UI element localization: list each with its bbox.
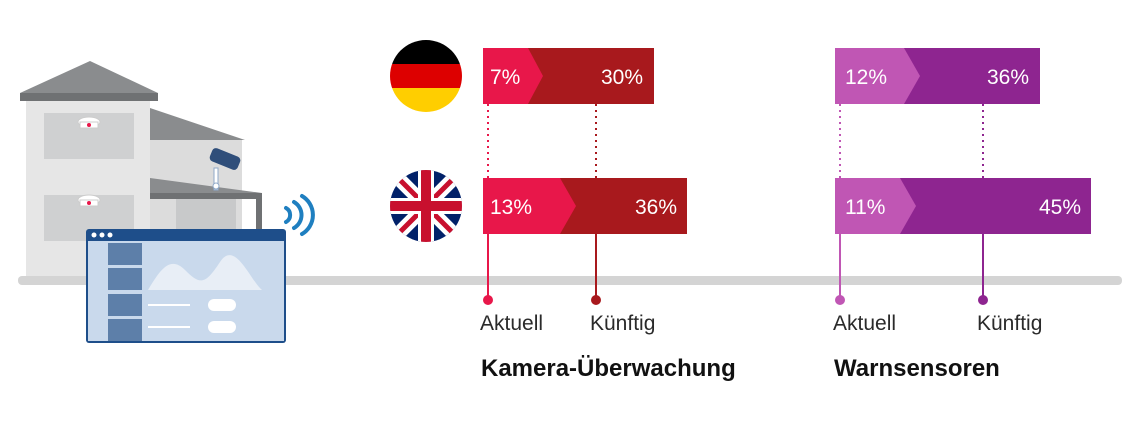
smoke-detector-icon: [77, 194, 101, 207]
axis-dot-kamera-future: [591, 295, 601, 305]
bar-warn-uk-current: [835, 178, 916, 234]
value-label-kamera-uk-current: 13%: [490, 196, 532, 219]
bar-warn-de-current: [835, 48, 920, 104]
category-title-kamera: Kamera-Überwachung: [481, 355, 736, 382]
axis-label-warn-current: Aktuell: [833, 312, 896, 335]
germany-flag-icon: [390, 40, 462, 112]
axis-label-warn-future: Künftig: [977, 312, 1042, 335]
security-camera-icon: [209, 148, 241, 191]
bar-warn-de: 12% 36%: [835, 48, 1040, 104]
uk-flag-icon: [390, 170, 462, 242]
dashboard-panel-icon: [86, 229, 286, 343]
category-title-warn: Warnsensoren: [834, 355, 1000, 382]
smoke-detector-icon: [77, 116, 101, 129]
value-label-kamera-de-future: 30%: [601, 66, 643, 89]
value-label-warn-uk-future: 45%: [1039, 196, 1081, 219]
bar-kamera-uk-current: [483, 178, 576, 234]
axis-dot-warn-future: [978, 295, 988, 305]
bar-warn-uk: 11% 45%: [835, 178, 1091, 234]
value-label-kamera-uk-future: 36%: [635, 196, 677, 219]
bar-kamera-uk: 13% 36%: [483, 178, 687, 234]
value-label-warn-de-future: 36%: [987, 66, 1029, 89]
value-label-kamera-de-current: 7%: [490, 66, 520, 89]
value-label-warn-uk-current: 11%: [845, 196, 885, 219]
axis-dot-warn-current: [835, 295, 845, 305]
chart-group-warn: 12% 36% 11% 45% Aktuell Künftig Warnsens…: [833, 48, 1091, 382]
bar-kamera-de-current: [483, 48, 543, 104]
axis-dot-kamera-current: [483, 295, 493, 305]
axis-label-kamera-current: Aktuell: [480, 312, 543, 335]
value-label-warn-de-current: 12%: [845, 66, 887, 89]
baseline: [18, 276, 1122, 285]
bar-kamera-de: 7% 30%: [483, 48, 654, 104]
axis-label-kamera-future: Künftig: [590, 312, 655, 335]
wifi-signal-icon: [284, 194, 315, 236]
chart-group-kamera: 7% 30% 13% 36% Aktuell Künftig Kamera-Üb…: [480, 48, 736, 382]
